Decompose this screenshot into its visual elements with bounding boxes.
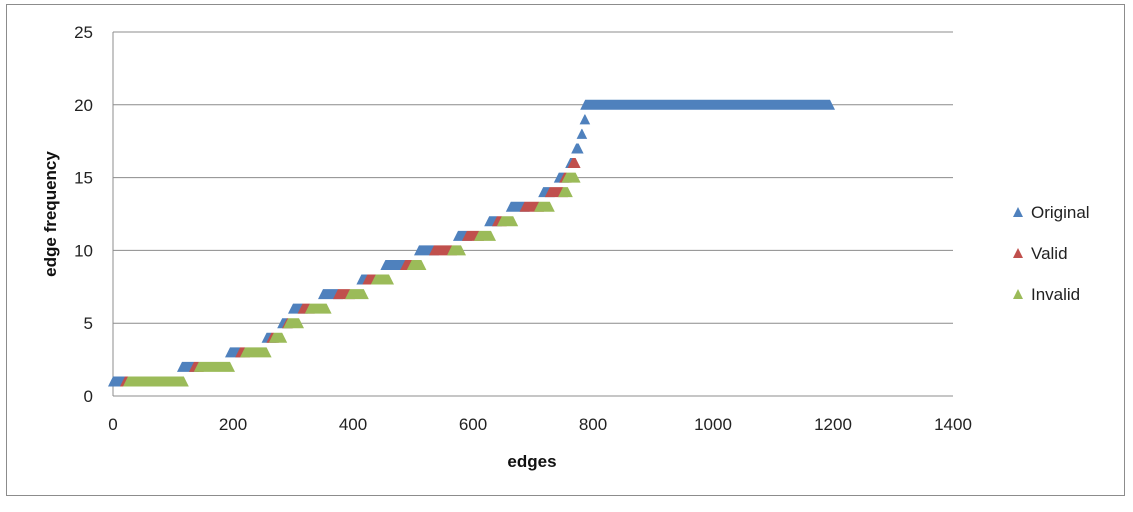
marker-original-y17 [571,143,584,154]
legend-label-invalid: Invalid [1031,285,1080,304]
marker-invalid-y11 [474,230,496,241]
legend-item-valid: Valid [1013,244,1068,263]
marker-invalid-y8 [370,274,394,285]
legend: Original Valid Invalid [1013,203,1090,304]
x-tick-label-7: 1400 [934,415,972,434]
x-tick-label-0: 0 [108,415,117,434]
legend-item-original: Original [1013,203,1090,222]
y-tick-label-0: 0 [84,387,93,406]
grid-layer [113,31,953,324]
y-tick-label-2: 10 [74,241,93,260]
marker-valid-y16 [567,158,581,169]
marker-original-y18 [576,128,588,139]
legend-marker-valid [1013,248,1023,258]
y-tick-label-1: 5 [84,314,93,333]
axis-layer [112,32,953,397]
x-axis-title: edges [507,452,556,471]
marker-invalid-y7 [345,289,369,300]
marker-invalid-y9 [406,259,427,270]
marker-invalid-y3 [240,347,272,358]
marker-invalid-y1 [123,376,189,387]
y-axis-title: edge frequency [41,151,60,277]
y-tick-label-5: 25 [74,23,93,42]
marker-invalid-y2 [193,361,235,372]
marker-invalid-y14 [558,187,573,198]
legend-label-original: Original [1031,203,1090,222]
series-original [108,99,835,387]
marker-invalid-y6 [304,303,332,314]
legend-label-valid: Valid [1031,244,1068,263]
marker-invalid-y5 [283,318,304,329]
y-tick-label-4: 20 [74,96,93,115]
x-tick-label-6: 1200 [814,415,852,434]
marker-invalid-y10 [447,245,466,256]
marker-invalid-y12 [496,216,519,227]
x-tick-label-4: 800 [579,415,607,434]
marker-original-y19 [579,114,591,125]
x-tick-label-3: 600 [459,415,487,434]
y-tick-label-3: 15 [74,169,93,188]
legend-marker-invalid [1013,289,1023,299]
x-tick-label-1: 200 [219,415,247,434]
x-tick-label-2: 400 [339,415,367,434]
marker-invalid-y4 [268,332,288,343]
legend-marker-original [1013,207,1023,217]
legend-item-invalid: Invalid [1013,285,1080,304]
ticks-layer: 0 5 10 15 20 25 0 200 400 600 800 1000 1200 1400 [74,23,972,434]
marks-layer [108,99,835,387]
series-valid [120,158,581,387]
marker-invalid-y13 [534,201,555,212]
marker-original-y20 [580,99,835,110]
series-invalid [123,172,581,387]
x-tick-label-5: 1000 [694,415,732,434]
marker-invalid-y15 [561,172,581,183]
